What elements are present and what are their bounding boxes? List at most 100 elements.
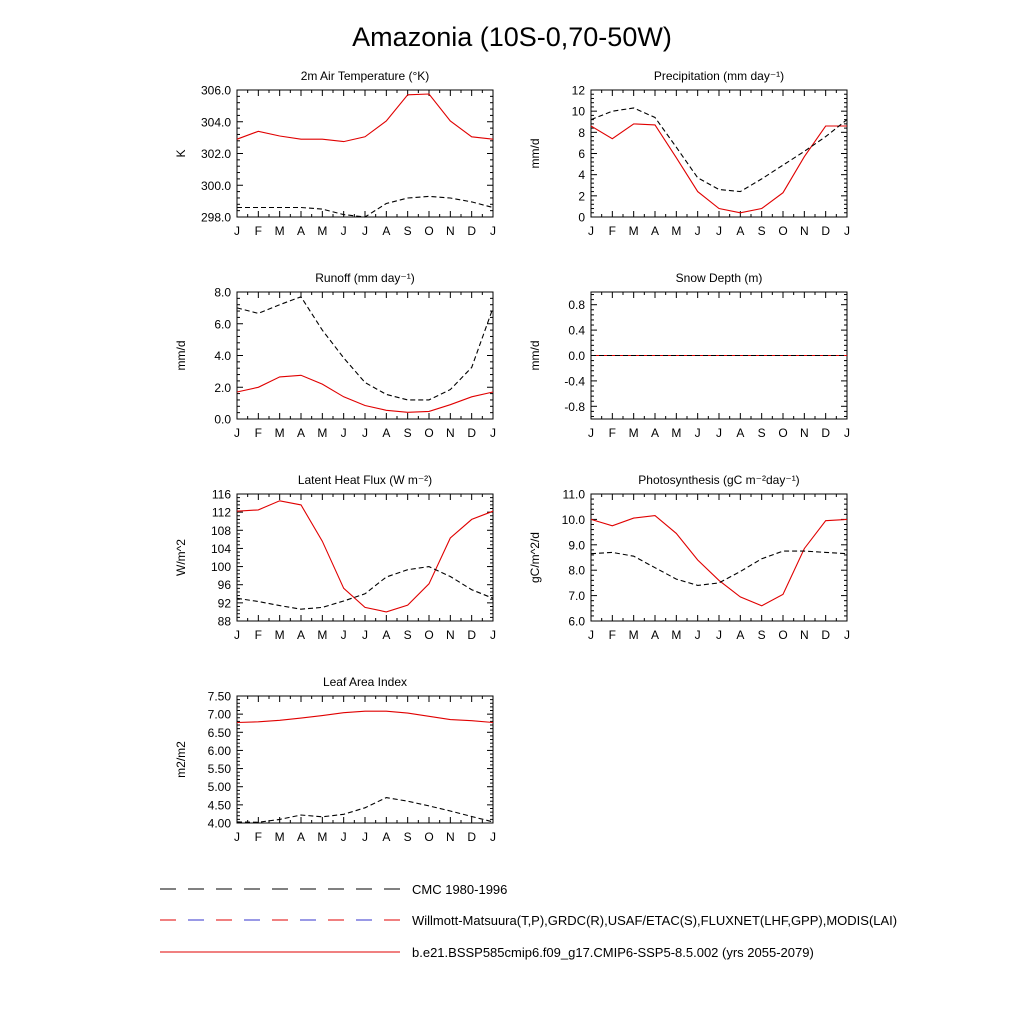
- x-tick-label: D: [467, 628, 476, 642]
- x-tick-label: N: [800, 628, 809, 642]
- x-tick-label: F: [255, 628, 262, 642]
- x-tick-label: A: [297, 830, 305, 844]
- x-tick-label: O: [778, 426, 787, 440]
- x-tick-label: O: [424, 628, 433, 642]
- x-tick-label: D: [467, 426, 476, 440]
- x-tick-label: J: [588, 628, 594, 642]
- x-tick-label: A: [651, 224, 659, 238]
- series-model-line: [236, 500, 494, 613]
- y-tick-label: 304.0: [201, 115, 231, 129]
- y-tick-label: 0.8: [568, 298, 585, 312]
- legend: CMC 1980-1996 Willmott-Matsuura(T,P),GRDC…: [160, 882, 897, 960]
- legend-entry-2: Willmott-Matsuura(T,P),GRDC(R),USAF/ETAC…: [160, 913, 897, 928]
- series-model-line: [236, 710, 494, 724]
- x-tick-label: S: [404, 426, 412, 440]
- x-tick-label: F: [255, 426, 262, 440]
- series-model-line: [590, 515, 848, 607]
- x-tick-label: J: [588, 426, 594, 440]
- x-tick-label: A: [736, 426, 744, 440]
- y-tick-label: 12: [572, 84, 586, 98]
- y-tick-label: 298.0: [201, 211, 231, 225]
- x-tick-label: M: [275, 830, 285, 844]
- x-tick-label: A: [382, 830, 390, 844]
- y-tick-label: 108: [211, 524, 231, 538]
- x-tick-label: O: [424, 224, 433, 238]
- y-tick-label: 0: [578, 211, 585, 225]
- series-model-line: [236, 93, 494, 143]
- y-axis-label: m2/m2: [174, 741, 188, 778]
- legend-label: CMC 1980-1996: [412, 882, 507, 897]
- y-axis-label: mm/d: [528, 341, 542, 371]
- y-tick-label: 0.0: [214, 413, 231, 427]
- plot-frame: [590, 493, 848, 622]
- plot-frame: [236, 493, 494, 622]
- y-tick-label: 104: [211, 542, 231, 556]
- panel-title: Runoff (mm day⁻¹): [315, 271, 414, 285]
- legend-label: b.e21.BSSP585cmip6.f09_g17.CMIP6-SSP5-8.…: [412, 945, 814, 960]
- x-tick-label: M: [317, 426, 327, 440]
- x-tick-label: J: [588, 224, 594, 238]
- x-tick-label: F: [255, 830, 262, 844]
- x-tick-label: M: [317, 628, 327, 642]
- y-tick-label: -0.4: [564, 374, 585, 388]
- x-tick-label: M: [671, 628, 681, 642]
- x-tick-label: S: [404, 224, 412, 238]
- plot-frame: [236, 695, 494, 824]
- x-tick-label: A: [297, 224, 305, 238]
- x-tick-label: A: [297, 628, 305, 642]
- x-tick-label: O: [424, 830, 433, 844]
- y-tick-label: 92: [218, 596, 232, 610]
- panel-title: Precipitation (mm day⁻¹): [654, 69, 784, 83]
- x-tick-label: J: [844, 224, 850, 238]
- series-obs-line: [236, 566, 494, 610]
- x-tick-label: J: [716, 628, 722, 642]
- y-tick-label: 112: [212, 506, 231, 520]
- x-tick-label: N: [446, 830, 455, 844]
- x-tick-label: M: [317, 224, 327, 238]
- y-axis-label: W/m^2: [174, 539, 188, 576]
- y-tick-label: 96: [218, 578, 232, 592]
- panel-title: 2m Air Temperature (°K): [301, 69, 430, 83]
- y-tick-label: 0.0: [568, 349, 585, 363]
- x-tick-label: J: [490, 426, 496, 440]
- x-tick-label: J: [362, 224, 368, 238]
- series-obs-line: [237, 195, 494, 218]
- legend-label: Willmott-Matsuura(T,P),GRDC(R),USAF/ETAC…: [412, 913, 897, 928]
- y-tick-label: 7.50: [208, 690, 232, 704]
- plot-frame: [236, 291, 494, 420]
- x-tick-label: D: [467, 224, 476, 238]
- plot-frame: [236, 89, 494, 218]
- x-tick-label: A: [651, 426, 659, 440]
- y-axis-label: gC/m^2/d: [528, 532, 542, 583]
- y-tick-label: 11.0: [563, 488, 586, 502]
- x-tick-label: M: [275, 224, 285, 238]
- x-tick-label: J: [362, 830, 368, 844]
- panel-title: Photosynthesis (gC m⁻²day⁻¹): [638, 473, 799, 487]
- x-tick-label: S: [758, 224, 766, 238]
- x-tick-label: J: [490, 628, 496, 642]
- x-tick-label: D: [467, 830, 476, 844]
- x-tick-label: J: [695, 426, 701, 440]
- y-tick-label: 6.0: [568, 615, 585, 629]
- y-tick-label: 6.0: [214, 317, 231, 331]
- y-tick-label: 10.0: [562, 513, 586, 527]
- x-tick-label: A: [382, 426, 390, 440]
- panel-5: J F M A M J J A S O N D J889296100104108112116Latent…: [174, 473, 496, 642]
- x-tick-label: J: [695, 628, 701, 642]
- x-tick-label: J: [490, 830, 496, 844]
- panel-title: Snow Depth (m): [676, 271, 763, 285]
- x-tick-label: A: [736, 628, 744, 642]
- panel-title: Latent Heat Flux (W m⁻²): [298, 473, 432, 487]
- y-tick-label: 306.0: [201, 84, 231, 98]
- x-tick-label: F: [609, 628, 616, 642]
- y-tick-label: 4: [578, 168, 585, 182]
- y-tick-label: 88: [218, 615, 232, 629]
- x-tick-label: M: [275, 426, 285, 440]
- x-tick-label: J: [362, 628, 368, 642]
- panel-6: J F M A M J J A S O N D J6.07.08.09.010.011.0Photosy…: [528, 473, 850, 642]
- x-tick-label: N: [800, 224, 809, 238]
- x-tick-label: O: [778, 628, 787, 642]
